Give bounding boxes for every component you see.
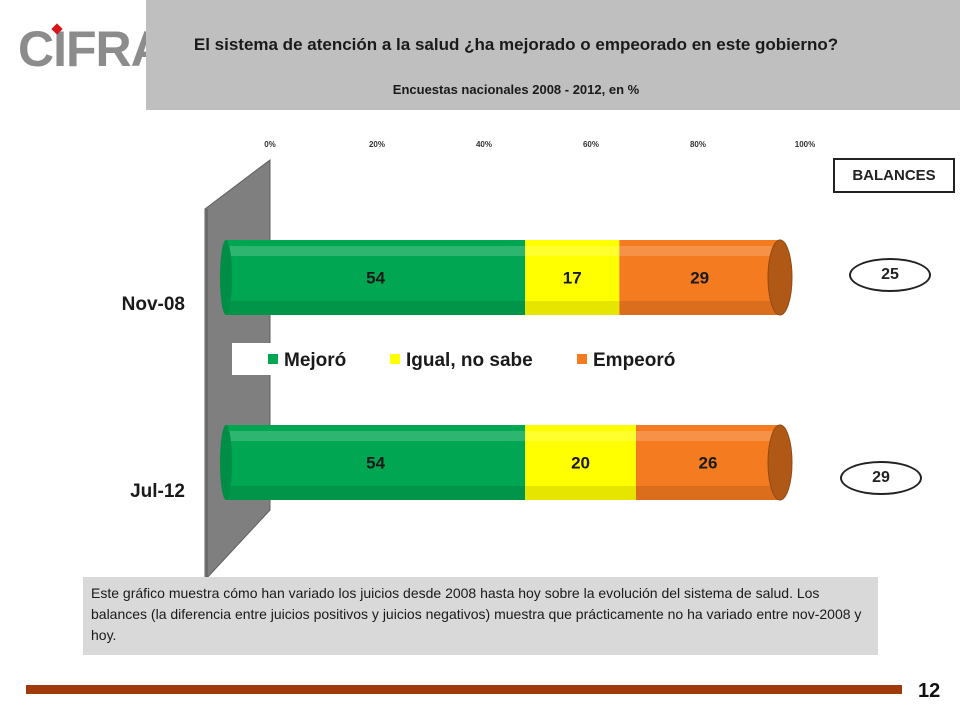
legend-swatch <box>390 354 400 364</box>
x-tick-label: 20% <box>369 140 385 149</box>
bar-shadow <box>635 486 780 500</box>
page-subtitle: Encuestas nacionales 2008 - 2012, en % <box>392 82 640 97</box>
category-label: Nov-08 <box>122 294 185 315</box>
x-tick-label: 80% <box>690 140 706 149</box>
bar-shadow <box>525 486 636 500</box>
page-title: El sistema de atención a la salud ¿ha me… <box>193 35 839 54</box>
x-tick-label: 40% <box>476 140 492 149</box>
legend-label: Mejoró <box>284 350 346 371</box>
logo: CIFRA <box>0 0 167 110</box>
bar-empeor--jul-12 <box>635 425 780 500</box>
footer-divider <box>26 685 902 694</box>
data-label: 54 <box>366 454 385 473</box>
balance-value-jul12: 29 <box>840 461 922 495</box>
bar-igual-no-sabe-jul-12 <box>525 425 636 500</box>
bar-highlight <box>635 431 780 441</box>
data-label: 29 <box>690 269 709 288</box>
bar-mejor--jul-12 <box>226 425 526 500</box>
x-tick-label: 100% <box>795 140 815 149</box>
legend-label: Igual, no sabe <box>406 350 533 371</box>
legend-swatch <box>577 354 587 364</box>
data-label: 54 <box>366 269 385 288</box>
bar-start-cap <box>220 425 232 500</box>
bar-end-cap <box>767 239 793 316</box>
bar-highlight <box>619 246 780 256</box>
data-label: 26 <box>699 454 718 473</box>
bar-mejor--nov-08 <box>226 240 526 315</box>
bar-shadow <box>226 486 526 500</box>
bar-shadow <box>226 301 526 315</box>
data-label: 20 <box>571 454 590 473</box>
data-label: 17 <box>563 269 582 288</box>
bar-end-cap <box>767 424 793 501</box>
bar-start-cap <box>220 240 232 315</box>
balance-value-nov08: 25 <box>849 258 931 292</box>
stacked-bar-chart: 0% 20% 40% 60% 80% 100% 54 17 29 Nov-08 54 20 26 Jul-… <box>122 140 815 580</box>
bar-highlight <box>525 246 620 256</box>
legend-label: Empeoró <box>593 350 675 371</box>
bar-shadow <box>619 301 780 315</box>
bar-igual-no-sabe-nov-08 <box>525 240 620 315</box>
bar-highlight <box>525 431 636 441</box>
balances-label: BALANCES <box>833 158 955 193</box>
note-text: Este gráfico muestra cómo han variado lo… <box>83 577 878 655</box>
bar-shadow <box>525 301 620 315</box>
header: El sistema de atención a la salud ¿ha me… <box>146 0 960 110</box>
bar-highlight <box>226 246 526 256</box>
logo-text: CIFRA <box>18 21 167 77</box>
legend-swatch <box>268 354 278 364</box>
legend-box <box>232 343 702 375</box>
x-tick-label: 60% <box>583 140 599 149</box>
category-label: Jul-12 <box>130 481 185 502</box>
page-number: 12 <box>918 680 941 702</box>
bar-highlight <box>226 431 526 441</box>
bar-empeor--nov-08 <box>619 240 780 315</box>
x-tick-label: 0% <box>264 140 276 149</box>
